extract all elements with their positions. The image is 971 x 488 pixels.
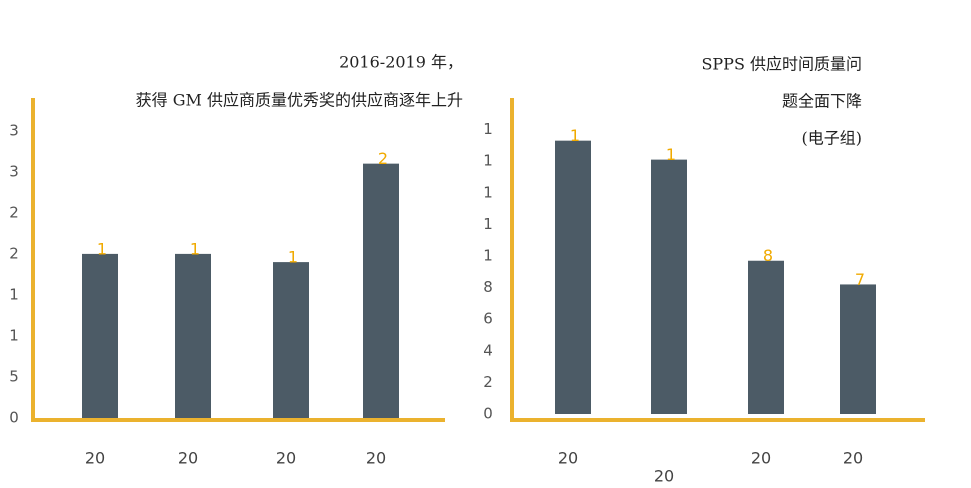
y-tick-label: 2 (9, 203, 19, 221)
y-tick-label: 5 (9, 367, 19, 385)
y-tick-label: 1 (9, 326, 19, 344)
y-tick-label: 1 (483, 215, 493, 233)
chart-title: 2016-2019 年， (339, 53, 463, 72)
y-tick-label: 3 (9, 121, 19, 139)
value-label: 1 (288, 248, 298, 267)
y-tick-label: 1 (9, 285, 19, 303)
bar (840, 284, 876, 414)
y-tick-label: 2 (483, 373, 493, 391)
bar (82, 253, 118, 418)
chart-title: (电子组) (802, 129, 863, 148)
y-tick-label: 1 (483, 183, 493, 201)
chart-title: 题全面下降 (782, 92, 862, 111)
y-tick-label: 1 (483, 152, 493, 170)
y-tick-label: 0 (9, 409, 19, 427)
value-label: 1 (666, 145, 676, 164)
x-tick-label: 20 (654, 467, 674, 486)
bar (748, 260, 784, 414)
y-tick-label: 4 (483, 341, 493, 359)
x-tick-label: 20 (276, 449, 296, 468)
x-tick-label: 20 (85, 449, 105, 468)
y-tick-label: 3 (9, 162, 19, 180)
y-tick-label: 0 (483, 405, 493, 423)
y-tick-label: 1 (483, 247, 493, 265)
chart-title: 获得 GM 供应商质量优秀奖的供应商逐年上升 (136, 91, 463, 110)
value-label: 1 (570, 126, 580, 145)
chart-title: SPPS 供应时间质量问 (701, 55, 862, 74)
x-tick-label: 20 (558, 449, 578, 468)
y-tick-label: 8 (483, 278, 493, 296)
bar (363, 163, 399, 418)
value-label: 7 (855, 270, 865, 289)
value-label: 2 (378, 149, 388, 168)
value-label: 1 (190, 239, 200, 258)
y-tick-label: 6 (483, 310, 493, 328)
y-tick-label: 1 (483, 120, 493, 138)
bar (273, 262, 309, 418)
bar (651, 159, 687, 414)
bar (175, 253, 211, 418)
value-label: 8 (763, 246, 773, 265)
y-tick-label: 2 (9, 244, 19, 262)
bar (555, 140, 591, 414)
x-tick-label: 20 (843, 449, 863, 468)
x-tick-label: 20 (178, 449, 198, 468)
x-tick-label: 20 (366, 449, 386, 468)
x-tick-label: 20 (751, 449, 771, 468)
value-label: 1 (97, 239, 107, 258)
